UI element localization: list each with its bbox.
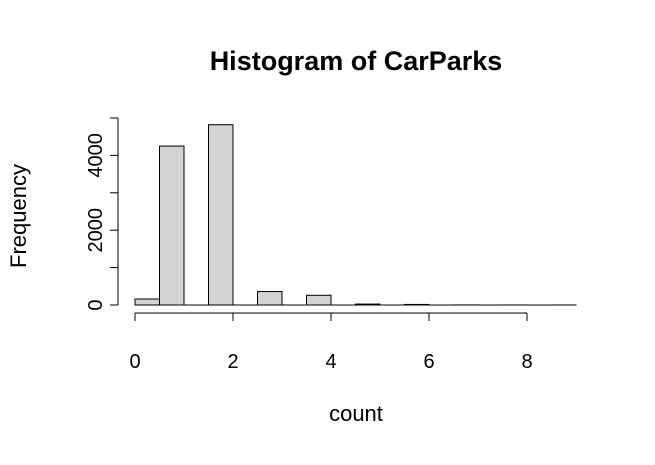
x-tick-label: 6 bbox=[423, 351, 434, 373]
x-tick-label: 8 bbox=[521, 351, 532, 373]
y-tick-label: 2000 bbox=[85, 208, 107, 253]
x-tick-label: 0 bbox=[129, 351, 140, 373]
y-tick-label: 4000 bbox=[85, 133, 107, 178]
bars-layer bbox=[135, 125, 576, 305]
histogram-bar bbox=[209, 125, 234, 305]
chart-title: Histogram of CarParks bbox=[210, 46, 503, 76]
histogram-bar bbox=[307, 295, 332, 305]
y-axis-label: Frequency bbox=[6, 164, 31, 268]
y-axis: 0 2000 4000 bbox=[85, 118, 118, 311]
y-tick-label: 0 bbox=[85, 299, 107, 310]
histogram-bar bbox=[160, 146, 185, 305]
x-tick-label: 2 bbox=[227, 351, 238, 373]
histogram-bar bbox=[405, 304, 430, 305]
x-axis: 0 2 4 6 8 bbox=[129, 313, 532, 373]
histogram-bar bbox=[135, 299, 160, 305]
x-axis-label: count bbox=[329, 401, 383, 426]
histogram-bar bbox=[356, 304, 381, 305]
histogram-bar bbox=[258, 292, 283, 305]
x-tick-label: 4 bbox=[325, 351, 336, 373]
